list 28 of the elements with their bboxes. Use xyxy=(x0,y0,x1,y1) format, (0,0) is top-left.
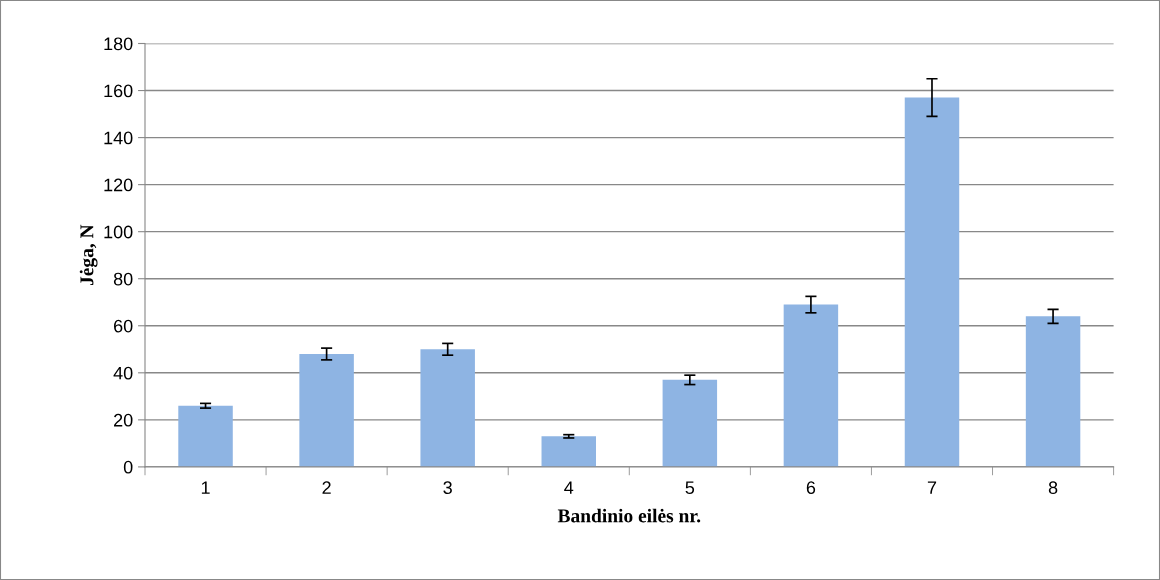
y-tick-label: 100 xyxy=(104,225,133,239)
x-tick-label: 4 xyxy=(564,481,574,494)
x-tick-label: 1 xyxy=(201,481,210,494)
y-tick-label: 180 xyxy=(104,37,133,51)
y-tick-label: 80 xyxy=(113,272,133,286)
x-tick-label: 2 xyxy=(322,481,331,494)
y-tick-label: 40 xyxy=(113,366,133,380)
x-tick-label: 3 xyxy=(443,481,452,495)
y-tick-label: 0 xyxy=(123,460,133,474)
bar xyxy=(662,379,718,467)
y-axis-title: Jėga, N xyxy=(79,224,98,286)
bar xyxy=(904,97,960,467)
y-tick-label: 20 xyxy=(114,413,133,427)
bar xyxy=(783,304,839,467)
y-tick-label: 160 xyxy=(104,84,133,98)
bar xyxy=(541,436,596,467)
bar xyxy=(420,349,475,467)
x-tick-label: 5 xyxy=(685,481,695,495)
y-tick-label: 60 xyxy=(114,319,133,333)
x-tick-label: 6 xyxy=(806,481,816,495)
x-tick-label: 8 xyxy=(1048,481,1058,495)
x-tick-label: 7 xyxy=(927,481,937,494)
y-tick-label: 120 xyxy=(104,178,133,192)
bar xyxy=(299,353,354,467)
y-tick-label: 140 xyxy=(104,131,133,145)
bar xyxy=(1025,316,1081,467)
bar xyxy=(178,405,233,467)
x-axis-title: Bandinio eilės nr. xyxy=(557,508,701,523)
